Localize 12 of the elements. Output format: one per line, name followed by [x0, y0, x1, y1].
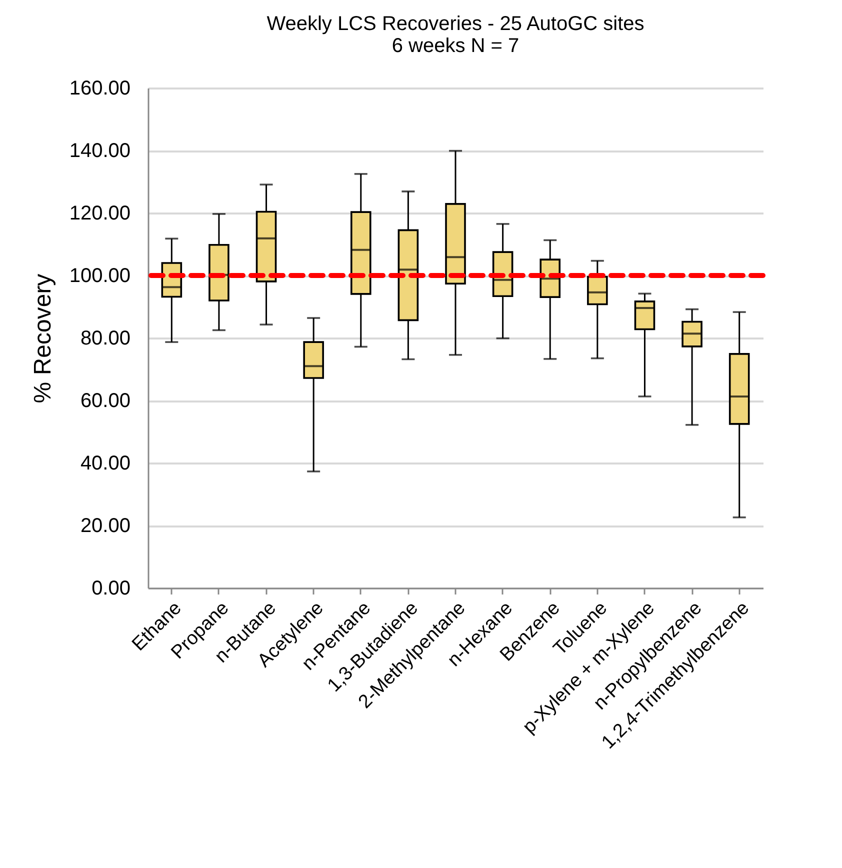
y-tick-label: 140.00	[69, 140, 130, 162]
y-tick-label: 80.00	[80, 328, 130, 350]
y-tick-label: 120.00	[69, 202, 130, 224]
y-axis-title: % Recovery	[29, 274, 56, 404]
y-tick-label: 40.00	[80, 452, 130, 474]
chart-subtitle: 6 weeks N = 7	[392, 35, 520, 57]
y-tick-label: 0.00	[92, 578, 130, 600]
y-tick-label: 20.00	[80, 515, 130, 537]
y-tick-label: 100.00	[69, 265, 130, 287]
chart-title: Weekly LCS Recoveries - 25 AutoGC sites	[266, 13, 644, 35]
y-tick-label: 160.00	[69, 78, 130, 100]
y-tick-label: 60.00	[80, 390, 130, 412]
